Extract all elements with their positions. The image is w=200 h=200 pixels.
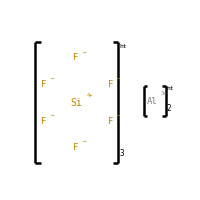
Text: −: − [83,49,86,54]
Text: F: F [41,117,46,126]
Text: −: − [51,112,54,117]
Text: F: F [73,53,79,62]
Text: F: F [41,80,46,89]
Text: 3: 3 [119,149,124,158]
Text: −: − [83,138,86,143]
Text: ht: ht [119,44,127,49]
Text: F: F [108,80,113,89]
Text: −: − [117,112,120,117]
Text: ht: ht [167,86,174,91]
Text: F: F [73,143,79,152]
Text: Al: Al [147,97,157,106]
Text: −: − [117,75,120,80]
Text: 2: 2 [167,104,171,113]
Text: 4+: 4+ [87,93,94,98]
Text: −: − [51,75,54,80]
Text: F: F [108,117,113,126]
Text: 3+: 3+ [161,91,167,96]
Text: Si: Si [70,98,82,108]
